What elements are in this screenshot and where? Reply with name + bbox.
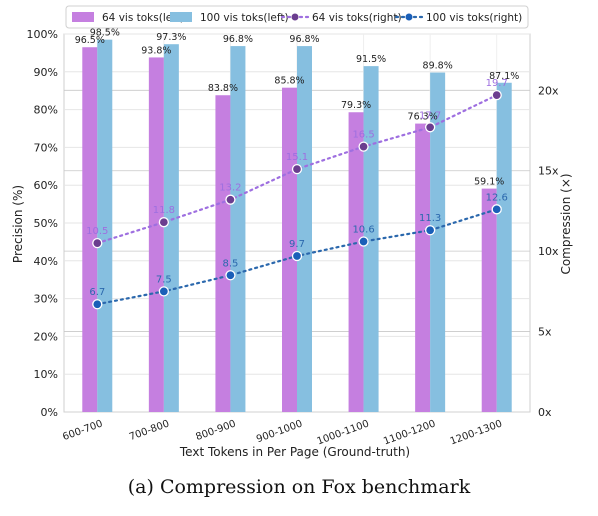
legend-swatch bbox=[170, 12, 192, 22]
bar bbox=[482, 189, 497, 412]
line-point bbox=[426, 123, 435, 132]
line-value-label: 10.6 bbox=[352, 224, 374, 235]
line-value-label: 16.5 bbox=[352, 130, 374, 141]
bar bbox=[415, 124, 430, 412]
y2-tick-label: 20x bbox=[538, 84, 559, 97]
bar-value-label: 97.3% bbox=[156, 32, 186, 43]
y-axis-label: Precision (%) bbox=[11, 185, 25, 263]
line-value-label: 19.7 bbox=[486, 78, 508, 89]
bar-value-label: 59.1% bbox=[474, 177, 504, 188]
line-point bbox=[93, 300, 102, 309]
x-tick-label: 600-700 bbox=[61, 418, 104, 443]
x-tick-label: 700-800 bbox=[128, 418, 171, 443]
x-tick-label: 1200-1300 bbox=[449, 418, 504, 447]
y-tick-label: 90% bbox=[34, 66, 58, 79]
line-point bbox=[426, 226, 435, 235]
y2-tick-label: 10x bbox=[538, 245, 559, 258]
line-point bbox=[159, 218, 168, 227]
line-value-label: 11.3 bbox=[419, 213, 441, 224]
line-value-label: 17.7 bbox=[419, 110, 441, 121]
x-tick-label: 800-900 bbox=[194, 418, 237, 443]
bar-value-label: 96.8% bbox=[223, 34, 253, 45]
line-value-label: 6.7 bbox=[89, 287, 105, 298]
line-value-label: 7.5 bbox=[156, 274, 172, 285]
legend: 64 vis toks(left) 100 vis toks(left) 64 vi… bbox=[66, 6, 528, 28]
y-tick-label: 50% bbox=[34, 217, 58, 230]
bar bbox=[149, 57, 164, 412]
bar bbox=[164, 44, 179, 412]
y2-axis-label: Compression (×) bbox=[559, 173, 573, 274]
x-tick-label: 900-1000 bbox=[255, 418, 304, 445]
bar-value-label: 83.8% bbox=[208, 83, 238, 94]
y-tick-label: 20% bbox=[34, 330, 58, 343]
x-tick-label: 1100-1200 bbox=[382, 418, 437, 447]
y-tick-label: 100% bbox=[27, 28, 58, 41]
line-point bbox=[359, 237, 368, 246]
bar bbox=[349, 112, 364, 412]
bar-value-label: 85.8% bbox=[274, 76, 304, 87]
bar-value-label: 98.5% bbox=[90, 28, 120, 39]
line-point bbox=[492, 91, 501, 100]
y2-tick-label: 15x bbox=[538, 165, 559, 178]
line-point bbox=[293, 165, 302, 174]
y2-tick-label: 0x bbox=[538, 406, 552, 419]
line-point bbox=[93, 239, 102, 248]
line-value-label: 8.5 bbox=[222, 258, 238, 269]
y-tick-label: 60% bbox=[34, 179, 58, 192]
line-point bbox=[492, 205, 501, 214]
line-point bbox=[159, 287, 168, 296]
bar bbox=[497, 83, 512, 412]
line-value-label: 10.5 bbox=[86, 226, 108, 237]
line-value-label: 15.1 bbox=[286, 152, 308, 163]
line-value-label: 12.6 bbox=[486, 192, 508, 203]
compression-chart: 0% 10% 20% 30% 40% 50% 60% 70% 80% 90% 100% 0x 5x 10x… bbox=[0, 0, 598, 470]
legend-label: 100 vis toks(left) bbox=[200, 12, 289, 24]
bar-value-label: 91.5% bbox=[356, 54, 386, 65]
line-point bbox=[226, 271, 235, 280]
x-axis-label: Text Tokens in Per Page (Ground-truth) bbox=[179, 445, 410, 459]
figure-caption: (a) Compression on Fox benchmark bbox=[0, 476, 598, 498]
y-tick-label: 40% bbox=[34, 255, 58, 268]
line-value-label: 11.8 bbox=[153, 205, 175, 216]
bar bbox=[230, 46, 245, 412]
x-tick-label: 1000-1100 bbox=[316, 418, 371, 447]
y-tick-label: 80% bbox=[34, 104, 58, 117]
bar bbox=[215, 95, 230, 412]
line-point bbox=[293, 251, 302, 260]
y-tick-label: 0% bbox=[41, 406, 58, 419]
legend-label: 100 vis toks(right) bbox=[426, 12, 522, 24]
legend-marker bbox=[406, 14, 413, 21]
bar-value-label: 96.8% bbox=[289, 34, 319, 45]
legend-label: 64 vis toks(right) bbox=[312, 12, 402, 24]
y-tick-label: 70% bbox=[34, 141, 58, 154]
legend-marker bbox=[292, 14, 299, 21]
line-value-label: 9.7 bbox=[289, 239, 305, 250]
bar-value-label: 89.8% bbox=[423, 61, 453, 72]
bar bbox=[297, 46, 312, 412]
line-value-label: 13.2 bbox=[219, 183, 241, 194]
line-point bbox=[226, 195, 235, 204]
y-tick-label: 10% bbox=[34, 368, 58, 381]
bar-value-label: 79.3% bbox=[341, 100, 371, 111]
line-point bbox=[359, 142, 368, 151]
bar-value-label: 93.8% bbox=[141, 45, 171, 56]
legend-swatch bbox=[72, 12, 94, 22]
y2-tick-label: 5x bbox=[538, 326, 552, 339]
y-tick-label: 30% bbox=[34, 293, 58, 306]
